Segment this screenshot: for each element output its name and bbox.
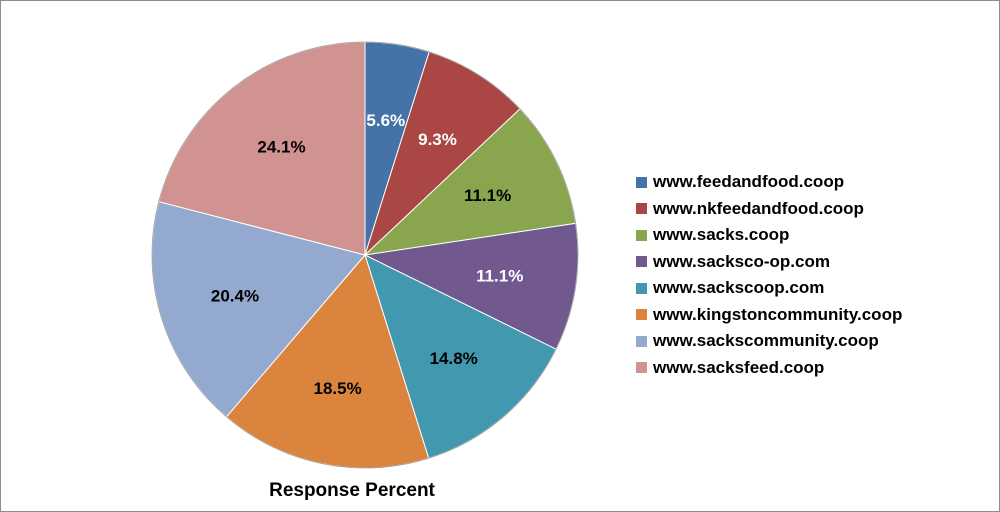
legend-swatch <box>636 282 647 294</box>
legend-item-5: www.kingstoncommunity.coop <box>636 302 902 329</box>
legend-item-3: www.sacksco-op.com <box>636 249 902 276</box>
legend-item-7: www.sacksfeed.coop <box>636 355 902 382</box>
legend-label: www.sacksco-op.com <box>653 251 830 271</box>
legend-item-0: www.feedandfood.coop <box>636 169 902 196</box>
chart-legend: www.feedandfood.coop www.nkfeedandfood.co… <box>636 169 902 381</box>
legend-label: www.nkfeedandfood.coop <box>653 198 864 218</box>
legend-swatch <box>636 256 647 268</box>
legend-label: www.feedandfood.coop <box>653 172 845 192</box>
legend-swatch <box>636 203 647 215</box>
slice-value-label: 20.4% <box>211 286 259 305</box>
legend-label: www.sacksfeed.coop <box>653 357 825 377</box>
chart-title: Response Percent <box>269 480 435 501</box>
legend-item-6: www.sackscommunity.coop <box>636 328 902 355</box>
slice-value-label: 11.1% <box>476 267 523 286</box>
legend-swatch <box>636 309 647 321</box>
slice-value-label: 5.6% <box>366 111 405 130</box>
legend-label: www.kingstoncommunity.coop <box>653 304 903 324</box>
legend-label: www.sacks.coop <box>653 225 790 245</box>
legend-swatch <box>636 229 647 241</box>
legend-label: www.sackscoop.com <box>653 278 825 298</box>
legend-item-4: www.sackscoop.com <box>636 275 902 302</box>
legend-item-2: www.sacks.coop <box>636 222 902 249</box>
legend-swatch <box>636 335 647 347</box>
legend-item-1: www.nkfeedandfood.coop <box>636 196 902 223</box>
legend-swatch <box>636 176 647 188</box>
slice-value-label: 18.5% <box>313 379 361 398</box>
slice-value-label: 9.3% <box>418 130 457 149</box>
legend-label: www.sackscommunity.coop <box>653 331 879 351</box>
slice-value-label: 14.8% <box>430 349 478 368</box>
pie-outline <box>151 41 579 469</box>
legend-swatch <box>636 362 647 374</box>
slice-value-label: 11.1% <box>464 186 511 205</box>
slice-value-label: 24.1% <box>257 138 305 157</box>
